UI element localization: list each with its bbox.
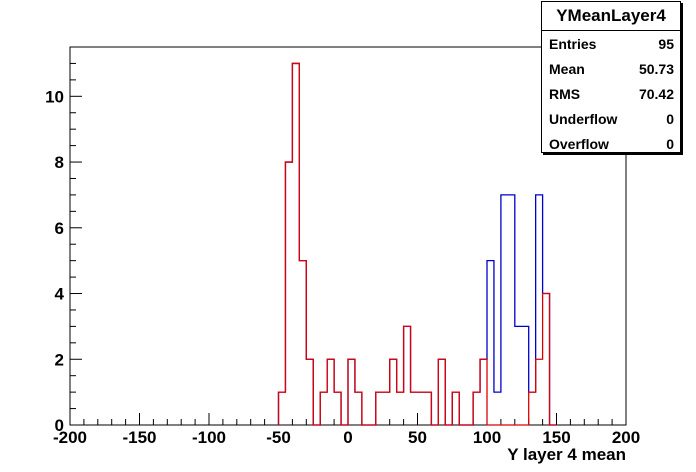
x-tick-label: 200 bbox=[612, 428, 640, 447]
stats-label: Mean bbox=[549, 60, 585, 77]
x-tick-label: 150 bbox=[542, 428, 570, 447]
stats-row-overflow: Overflow 0 bbox=[542, 131, 680, 156]
stats-value: 0 bbox=[666, 110, 674, 127]
stats-label: Overflow bbox=[549, 135, 609, 152]
x-tick-label: 100 bbox=[473, 428, 501, 447]
stats-value: 95 bbox=[658, 35, 674, 52]
x-tick-label: 50 bbox=[408, 428, 427, 447]
stats-value: 50.73 bbox=[638, 60, 674, 77]
y-tick-label: 8 bbox=[55, 153, 64, 172]
series-layer bbox=[277, 62, 557, 426]
stats-label: Entries bbox=[549, 35, 597, 52]
x-axis-title: Y layer 4 mean bbox=[507, 445, 626, 464]
stats-value: 70.42 bbox=[638, 85, 674, 102]
x-tick-label: -200 bbox=[53, 428, 87, 447]
histogram-series-1 bbox=[277, 62, 557, 426]
stats-box: YMeanLayer4 Entries 95 Mean 50.73 RMS 70… bbox=[541, 1, 681, 153]
y-tick-label: 4 bbox=[55, 285, 65, 304]
y-tick-label: 10 bbox=[45, 87, 64, 106]
y-tick-label: 0 bbox=[55, 416, 64, 435]
histogram-series-2 bbox=[277, 62, 557, 426]
x-axis: -200 -150 -100 -50 0 50 100 150 200 bbox=[53, 413, 640, 447]
stats-row-rms: RMS 70.42 bbox=[542, 81, 680, 106]
stats-row-underflow: Underflow 0 bbox=[542, 106, 680, 131]
x-tick-label: -50 bbox=[266, 428, 291, 447]
y-axis: 0 2 4 6 8 10 bbox=[45, 46, 82, 435]
x-tick-label: -150 bbox=[122, 428, 156, 447]
y-tick-label: 6 bbox=[55, 219, 64, 238]
stats-label: RMS bbox=[549, 85, 581, 102]
stats-title: YMeanLayer4 bbox=[542, 2, 680, 31]
x-tick-label: 0 bbox=[343, 428, 352, 447]
stats-row-mean: Mean 50.73 bbox=[542, 56, 680, 81]
y-tick-label: 2 bbox=[55, 350, 64, 369]
x-tick-label: -100 bbox=[192, 428, 226, 447]
stats-value: 0 bbox=[666, 135, 674, 152]
stats-row-entries: Entries 95 bbox=[542, 31, 680, 56]
stats-label: Underflow bbox=[549, 110, 618, 127]
